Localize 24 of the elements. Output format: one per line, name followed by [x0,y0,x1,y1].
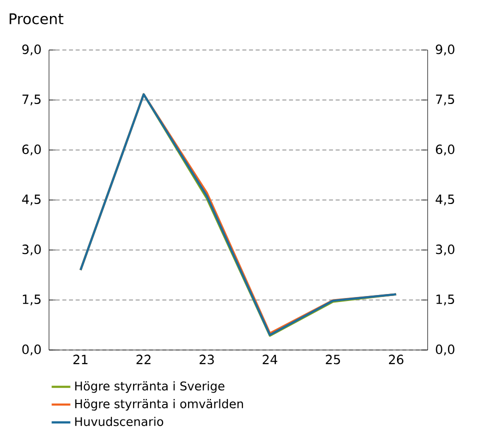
y-tick-label: 0,0 [22,344,41,356]
x-tick-label: 21 [73,354,88,364]
legend-label: Högre styrränta i Sverige [75,381,224,393]
y-tick-label: 1,5 [22,294,41,306]
y2-tick-label: 1,5 [436,294,454,306]
y-tick-label: 4,5 [22,194,41,206]
x-tick-label: 22 [136,354,150,364]
y2-tick-label: 4,5 [436,194,454,206]
y2-tick-label: 7,5 [436,94,454,106]
y2-tick-label: 9,0 [436,44,454,56]
y-tick-label: 7,5 [22,94,41,106]
y2-tick-label: 0,0 [436,344,454,356]
y-tick-label: 3,0 [22,244,41,256]
y2-tick-label: 3,0 [436,244,454,256]
y-tick-label: 6,0 [22,144,41,156]
y-axis-title: Procent [10,13,64,24]
x-tick-label: 25 [326,354,340,364]
legend-label: Huvudscenario [75,416,164,426]
legend-label: Högre styrränta i omvärlden [75,399,243,411]
x-tick-label: 26 [388,354,404,364]
y2-tick-label: 6,0 [436,144,454,156]
x-tick-label: 23 [200,354,214,364]
x-tick-label: 24 [262,354,278,364]
y-tick-label: 9,0 [22,44,41,56]
